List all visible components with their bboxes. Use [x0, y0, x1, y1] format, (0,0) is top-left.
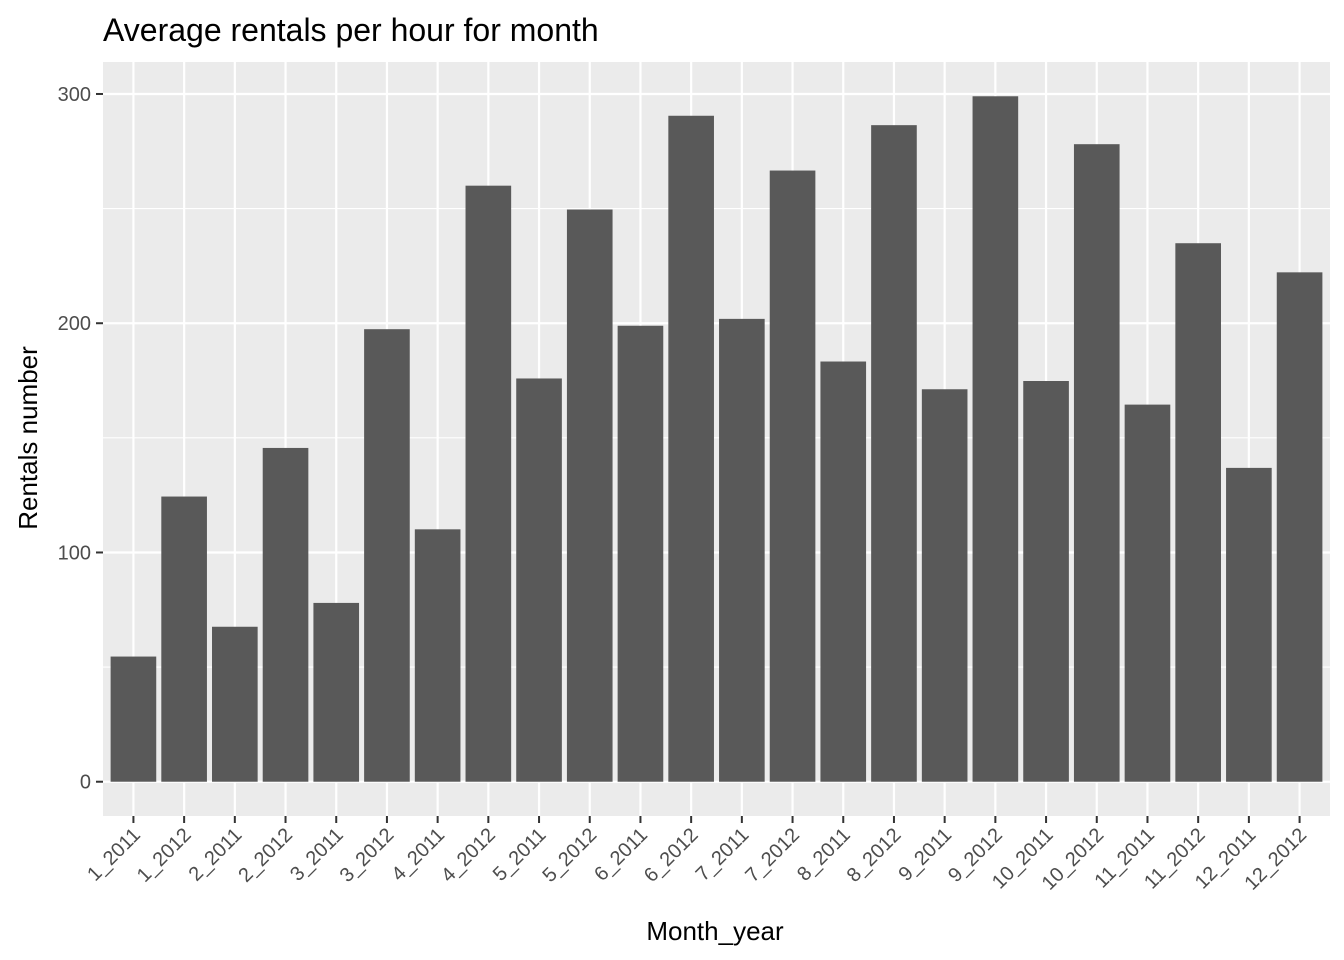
y-tick-label: 200	[58, 313, 91, 335]
bar	[1073, 144, 1120, 782]
x-tick-label: 3_2012	[336, 824, 399, 887]
bar	[566, 209, 613, 782]
x-tick-label: 5_2011	[489, 824, 551, 886]
bar	[364, 329, 410, 782]
bar	[719, 318, 765, 782]
bar	[1124, 404, 1171, 782]
x-tick-label: 8_2012	[843, 824, 906, 887]
bar	[1276, 272, 1323, 782]
bar	[262, 447, 309, 782]
x-tick-label: 5_2012	[539, 824, 602, 887]
x-axis: 1_20111_20122_20112_20123_20113_20124_20…	[83, 816, 1311, 895]
x-tick-label: 1_2011	[83, 824, 145, 886]
y-tick-label: 100	[58, 542, 91, 564]
x-tick-label: 1_2012	[133, 824, 196, 887]
x-tick-label: 6_2011	[590, 824, 652, 886]
x-tick-label: 7_2012	[741, 824, 804, 887]
y-axis: 0 100 200 300	[58, 84, 103, 794]
bar	[820, 361, 867, 782]
bar	[921, 389, 968, 782]
bar	[972, 96, 1019, 782]
bar	[110, 656, 157, 782]
bar	[1175, 243, 1221, 782]
x-axis-title: Month_year	[646, 916, 784, 946]
y-axis-title: Rentals number	[13, 346, 43, 530]
bar	[414, 529, 461, 782]
bars	[110, 96, 1323, 782]
x-tick-label: 8_2011	[793, 824, 855, 886]
x-tick-label: 9_2011	[894, 824, 956, 886]
bar	[871, 125, 917, 782]
chart-title: Average rentals per hour for month	[103, 12, 599, 48]
bar	[465, 185, 512, 782]
x-tick-label: 4_2012	[437, 824, 500, 887]
bar	[1226, 467, 1272, 782]
bar	[313, 602, 360, 782]
bar	[161, 496, 207, 782]
bar	[516, 378, 562, 782]
bar	[769, 170, 816, 782]
x-tick-label: 3_2011	[286, 824, 348, 886]
bar	[1023, 381, 1069, 782]
x-tick-label: 2_2011	[185, 824, 247, 886]
x-tick-label: 7_2011	[692, 824, 754, 886]
y-tick-label: 0	[80, 772, 91, 794]
x-tick-label: 2_2012	[234, 824, 297, 887]
bar	[212, 626, 258, 782]
bar	[617, 325, 664, 782]
x-tick-label: 6_2012	[640, 824, 703, 887]
y-tick-label: 300	[58, 84, 91, 106]
x-tick-label: 4_2011	[387, 824, 449, 886]
bar	[668, 115, 714, 782]
